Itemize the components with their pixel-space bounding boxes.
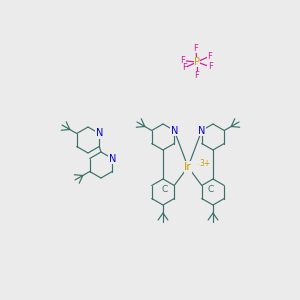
Text: N: N: [109, 154, 116, 164]
Text: C: C: [208, 184, 214, 194]
Text: C: C: [162, 184, 168, 194]
Text: P: P: [194, 57, 200, 67]
Text: N: N: [96, 128, 103, 139]
Text: -: -: [197, 159, 201, 169]
Text: F: F: [193, 44, 198, 52]
Text: 3+: 3+: [200, 160, 211, 169]
Text: N: N: [198, 125, 206, 136]
Text: F: F: [207, 52, 212, 61]
Text: Ir: Ir: [184, 162, 192, 172]
Text: F: F: [195, 71, 200, 80]
Text: F: F: [182, 63, 187, 72]
Text: F: F: [208, 62, 213, 71]
Text: N: N: [171, 125, 178, 136]
Text: F: F: [181, 56, 185, 65]
